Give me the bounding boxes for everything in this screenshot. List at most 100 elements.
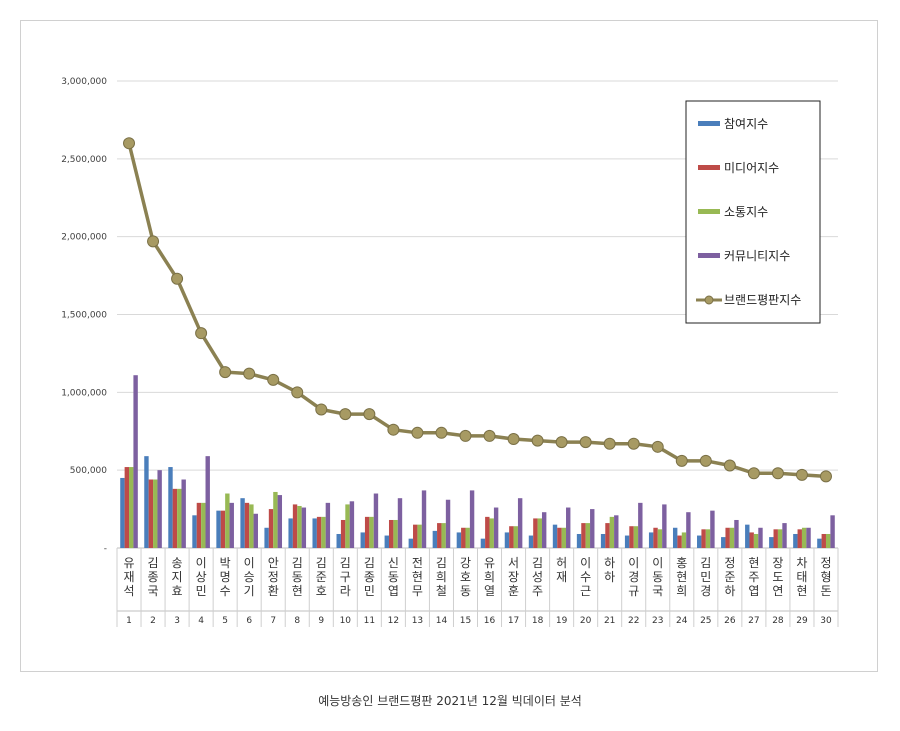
bar-커뮤니티지수 xyxy=(662,504,667,548)
bar-소통지수 xyxy=(249,504,254,548)
bar-미디어지수 xyxy=(437,523,442,548)
rank-label: 27 xyxy=(748,616,759,626)
bar-커뮤니티지수 xyxy=(373,493,379,548)
bar-소통지수 xyxy=(633,526,639,548)
y-tick-label: 3,000,000 xyxy=(61,77,107,87)
bar-미디어지수 xyxy=(220,510,226,548)
bar-참여지수 xyxy=(600,533,606,548)
brand-reputation-point xyxy=(291,386,304,399)
bar-미디어지수 xyxy=(244,502,250,548)
bar-참여지수 xyxy=(817,538,822,548)
bar-미디어지수 xyxy=(316,516,322,548)
brand-reputation-point xyxy=(339,408,352,421)
bar-소통지수 xyxy=(225,493,230,548)
bar-소통지수 xyxy=(513,526,518,548)
rank-label: 12 xyxy=(388,616,399,626)
bar-커뮤니티지수 xyxy=(590,509,595,548)
bar-미디어지수 xyxy=(485,516,490,548)
bar-참여지수 xyxy=(360,532,365,548)
bar-미디어지수 xyxy=(749,532,754,548)
bar-미디어지수 xyxy=(533,518,538,548)
bar-소통지수 xyxy=(753,533,759,548)
rank-label: 16 xyxy=(484,616,496,626)
bar-참여지수 xyxy=(288,518,293,548)
bar-미디어지수 xyxy=(773,529,778,548)
bar-참여지수 xyxy=(697,535,702,548)
bar-참여지수 xyxy=(456,532,462,548)
bar-미디어지수 xyxy=(196,502,202,548)
rank-label: 23 xyxy=(652,616,663,626)
rank-label: 5 xyxy=(222,616,228,626)
bar-참여지수 xyxy=(168,467,173,548)
bar-커뮤니티지수 xyxy=(181,479,186,548)
brand-reputation-point xyxy=(771,467,784,480)
brand-reputation-point xyxy=(795,468,808,481)
brand-reputation-point xyxy=(603,437,616,450)
chart-caption: 예능방송인 브랜드평판 2021년 12월 빅데이터 분석 xyxy=(318,694,582,708)
bar-참여지수 xyxy=(192,515,197,548)
bar-소통지수 xyxy=(321,516,326,548)
bar-소통지수 xyxy=(297,505,302,548)
bar-커뮤니티지수 xyxy=(710,510,715,548)
bar-소통지수 xyxy=(129,467,134,548)
bar-미디어지수 xyxy=(701,529,706,548)
bar-커뮤니티지수 xyxy=(541,512,547,548)
brand-reputation-chart: - 500,000 1,000,000 1,500,000 2,000,000 2,500… xyxy=(61,77,839,627)
bar-참여지수 xyxy=(504,532,510,548)
bar-미디어지수 xyxy=(461,527,466,548)
bar-참여지수 xyxy=(576,533,582,548)
brand-reputation-point xyxy=(267,373,280,386)
brand-reputation-point xyxy=(723,459,736,472)
bar-소통지수 xyxy=(393,519,398,548)
bar-소통지수 xyxy=(585,523,591,548)
legend-marker xyxy=(704,295,714,305)
bar-미디어지수 xyxy=(605,523,610,548)
bar-참여지수 xyxy=(336,533,341,548)
bar-소통지수 xyxy=(705,529,711,548)
brand-reputation-point xyxy=(819,470,832,483)
bar-참여지수 xyxy=(312,518,317,548)
bar-참여지수 xyxy=(264,527,269,548)
bar-참여지수 xyxy=(408,538,414,548)
bar-커뮤니티지수 xyxy=(830,515,835,548)
bar-커뮤니티지수 xyxy=(469,490,475,548)
bar-미디어지수 xyxy=(677,535,682,548)
brand-reputation-point xyxy=(747,467,760,480)
rank-label: 2 xyxy=(150,616,156,626)
bar-미디어지수 xyxy=(172,488,178,548)
bar-소통지수 xyxy=(489,518,494,548)
bar-소통지수 xyxy=(153,479,158,548)
rank-label: 9 xyxy=(318,616,324,626)
bar-소통지수 xyxy=(609,516,615,548)
brand-reputation-point xyxy=(435,426,448,439)
rank-label: 1 xyxy=(126,616,132,626)
brand-reputation-point xyxy=(219,366,232,379)
bar-참여지수 xyxy=(216,510,221,548)
rank-label: 29 xyxy=(796,616,808,626)
bar-소통지수 xyxy=(561,527,567,548)
bar-미디어지수 xyxy=(268,509,274,548)
bar-소통지수 xyxy=(537,518,542,548)
rank-label: 19 xyxy=(556,616,568,626)
legend-label: 커뮤니티지수 xyxy=(724,249,790,263)
bar-참여지수 xyxy=(384,535,389,548)
bar-커뮤니티지수 xyxy=(734,519,739,548)
rank-label: 7 xyxy=(270,616,276,626)
bar-미디어지수 xyxy=(148,479,154,548)
bar-커뮤니티지수 xyxy=(758,527,763,548)
bar-미디어지수 xyxy=(581,523,586,548)
rank-label: 11 xyxy=(364,616,375,626)
